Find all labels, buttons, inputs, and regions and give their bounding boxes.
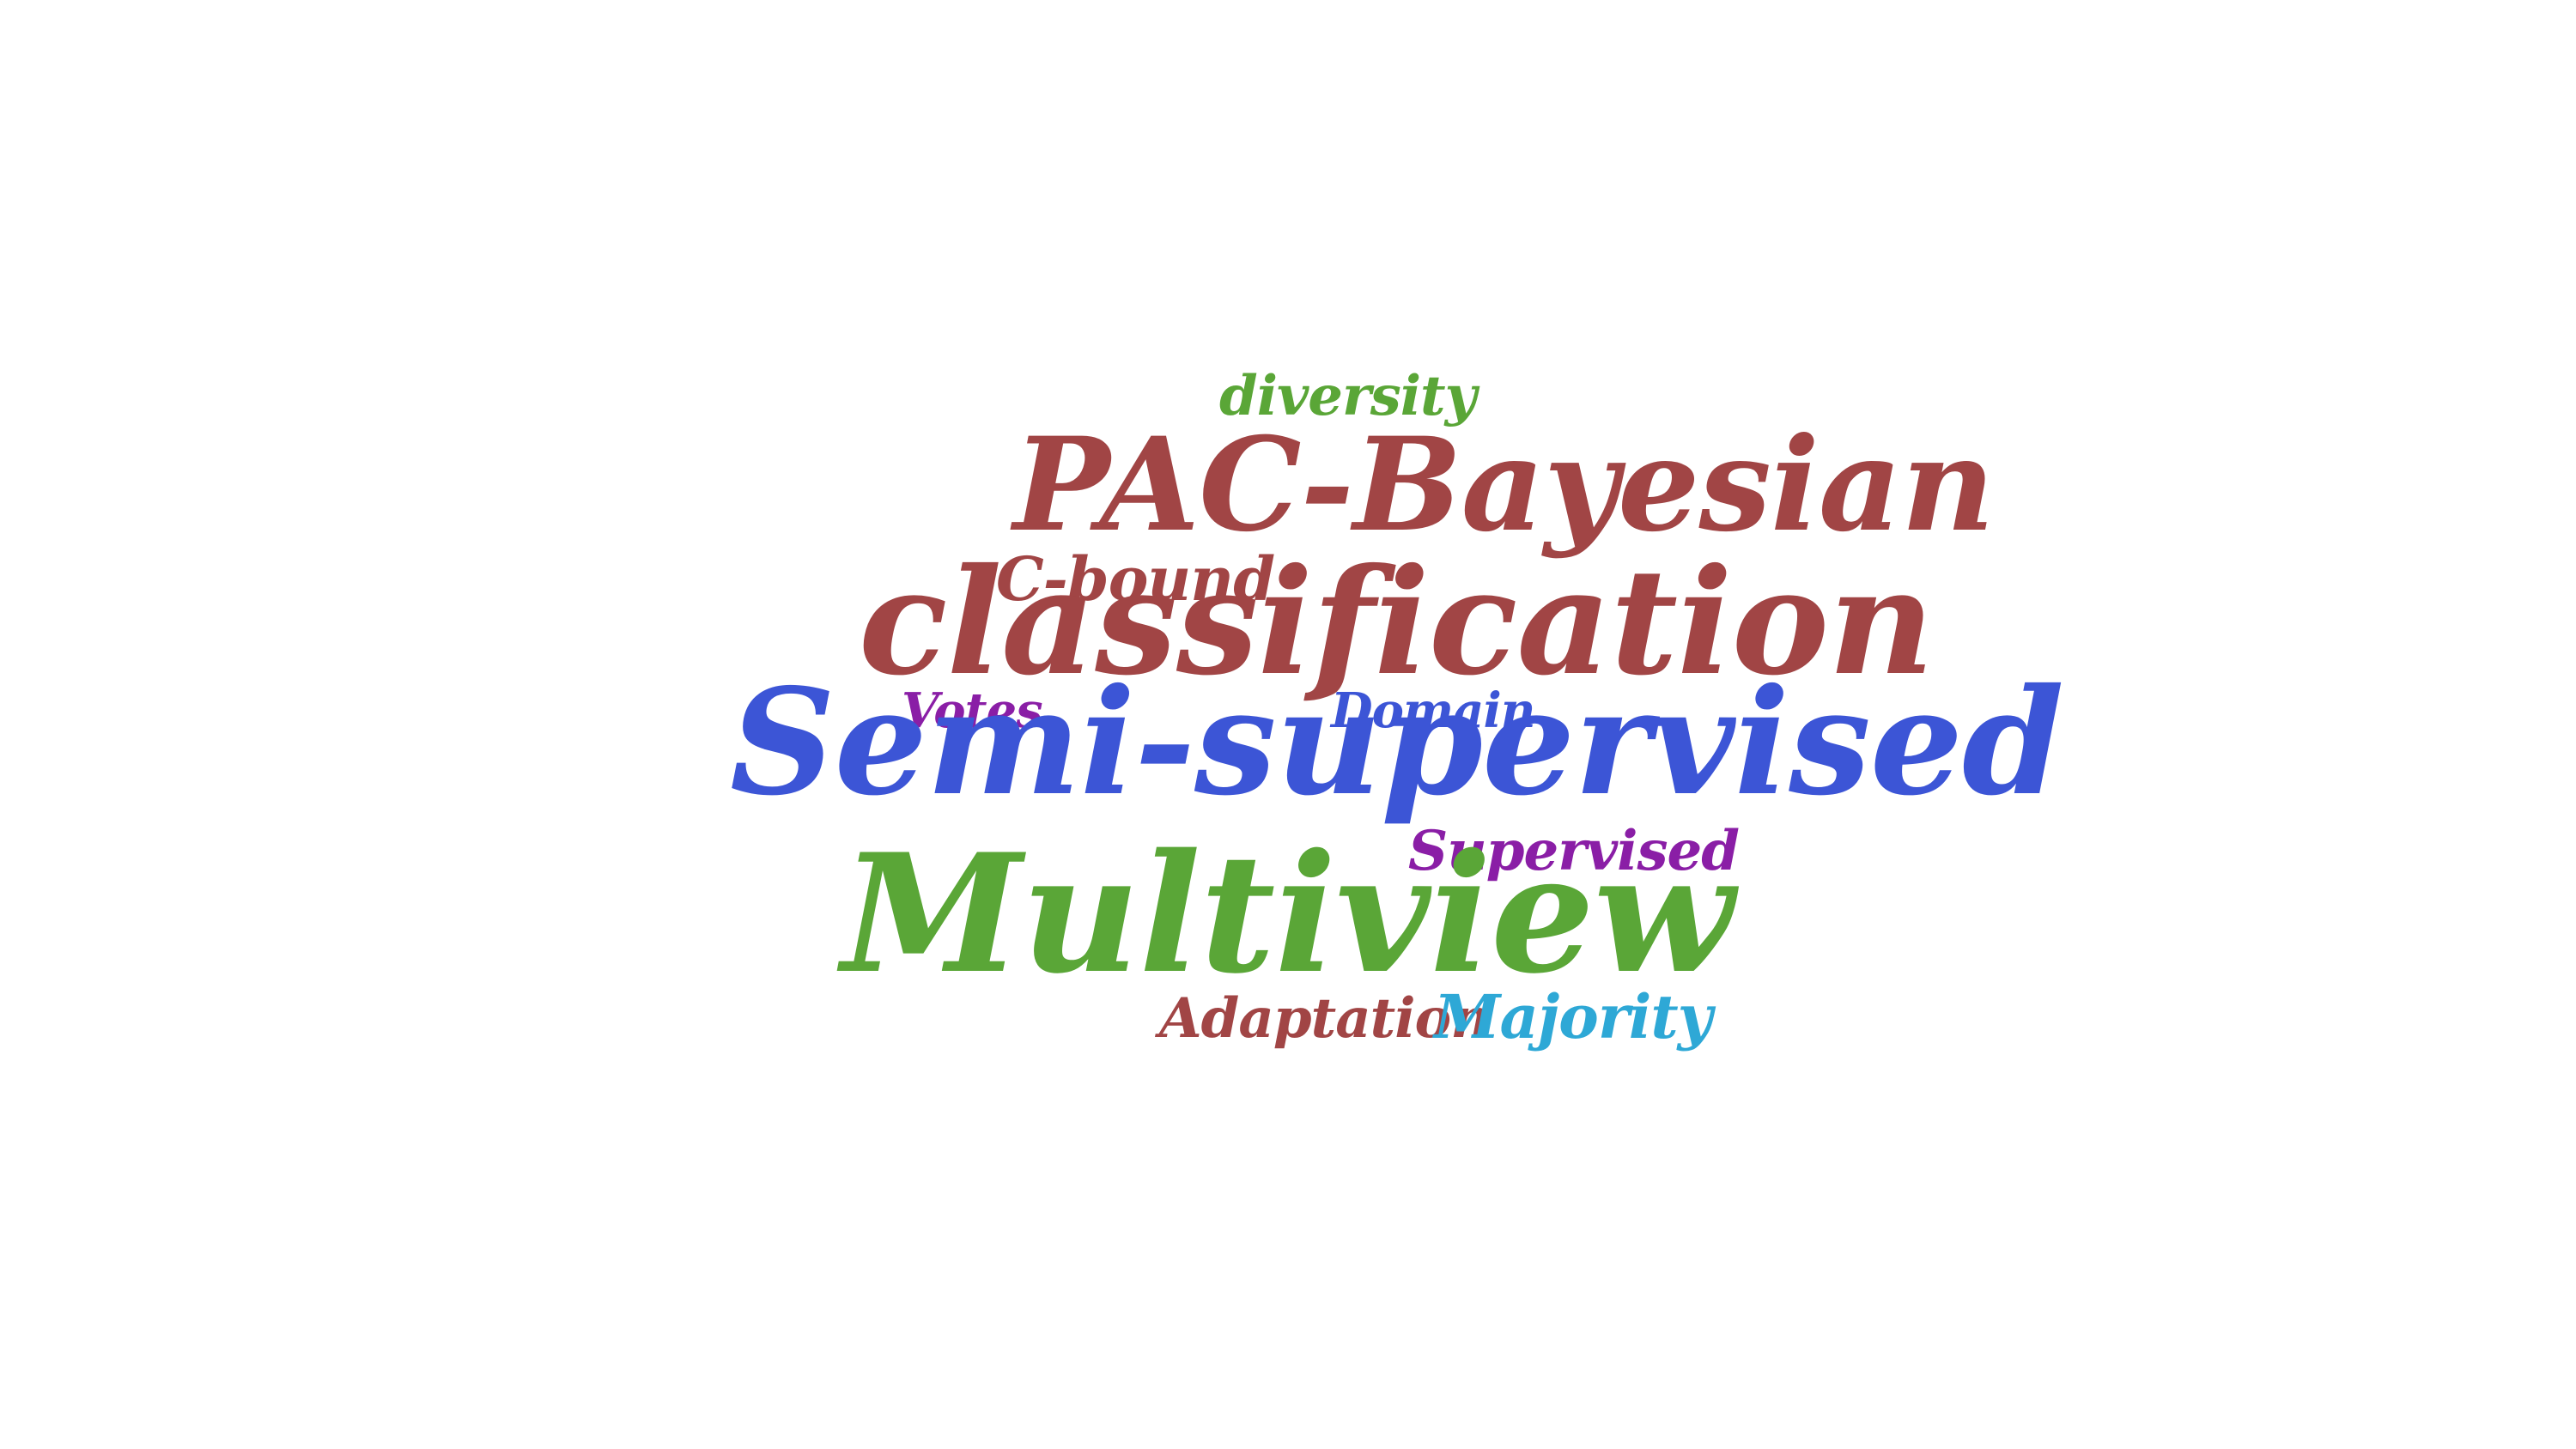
word-pac-bayesian: PAC-Bayesian bbox=[1013, 409, 1995, 561]
word-c-bound: C-bound bbox=[996, 543, 1275, 615]
word-majority: Majority bbox=[1434, 981, 1712, 1052]
word-domain: Domain bbox=[1331, 682, 1535, 739]
word-classification: classification bbox=[859, 537, 1935, 708]
word-votes: Votes bbox=[902, 682, 1043, 739]
word-adaptation: Adaptation bbox=[1159, 986, 1491, 1051]
word-multiview: Multiview bbox=[841, 818, 1735, 1009]
word-diversity: diversity bbox=[1219, 364, 1477, 428]
word-supervised: Supervised bbox=[1408, 819, 1740, 883]
word-semi-supervised: Semi-supervised bbox=[730, 657, 2064, 828]
